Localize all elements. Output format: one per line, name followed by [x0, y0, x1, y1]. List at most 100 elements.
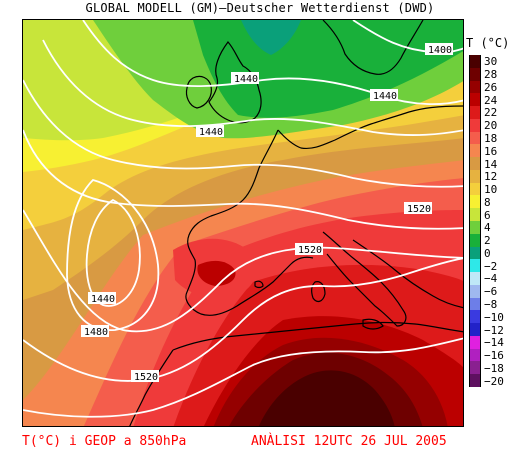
coastline-balearic	[254, 280, 264, 289]
shade-band-0	[241, 20, 301, 55]
color-scale-segment	[470, 297, 480, 311]
color-scale-segment	[470, 272, 480, 286]
color-scale-bar	[469, 55, 481, 388]
color-scale-label: −10	[484, 310, 504, 324]
color-scale-segment	[470, 374, 480, 388]
contour-label: 1440	[234, 74, 258, 85]
color-scale-segment	[470, 208, 480, 222]
color-scale-label: 6	[484, 208, 491, 222]
color-scale-segment	[470, 284, 480, 299]
color-scale-label: 4	[484, 221, 491, 235]
color-scale-segment	[470, 259, 480, 273]
color-scale-segment	[470, 361, 480, 375]
color-scale-label: 24	[484, 93, 498, 107]
contour-label: 1520	[298, 245, 322, 256]
coastline-africa-west	[129, 349, 174, 426]
color-scale-segment	[470, 169, 480, 184]
color-scale-segment	[470, 335, 480, 350]
color-scale-segment	[470, 233, 480, 248]
color-scale-label: 26	[484, 80, 498, 94]
color-scale-segment	[470, 348, 480, 362]
color-scale-segment	[470, 310, 480, 324]
coastline-sicily	[362, 318, 384, 330]
footer-analysis-label: ANÀLISI 12UTC 26 JUL 2005	[251, 434, 447, 449]
color-scale-label: 22	[484, 106, 498, 120]
color-scale-segment	[470, 118, 480, 133]
contour-label-box	[425, 43, 453, 55]
contour-label: 1440	[199, 127, 223, 138]
coastline-sardinia	[311, 281, 326, 303]
color-scale-segment	[470, 157, 480, 171]
contour-line-1440-north	[42, 39, 463, 136]
coastline-ireland	[185, 75, 212, 109]
color-scale-label: −2	[484, 259, 498, 273]
contour-label: 1400	[428, 45, 452, 56]
contour-line-1460-low	[66, 178, 160, 331]
color-scale-label: −14	[484, 336, 504, 350]
map-canvas: 1400 1440 1440 1440 1440 1480 1520 1520 …	[23, 20, 463, 426]
color-scale-label: −6	[484, 285, 498, 299]
color-scale-label: −16	[484, 349, 504, 363]
color-scale-label: 8	[484, 195, 491, 209]
contour-label: 1520	[134, 372, 158, 383]
coastline-italy	[322, 231, 407, 327]
color-scale-label: 10	[484, 183, 498, 197]
contour-label-box	[88, 292, 116, 304]
contour-label: 1480	[84, 327, 108, 338]
shade-patch-iberia-core	[197, 260, 236, 286]
contour-label: 1520	[407, 204, 431, 215]
color-scale-segment	[470, 195, 480, 209]
contour-label-box	[370, 89, 398, 101]
contour-label-box	[131, 370, 159, 382]
color-scale-label: 0	[484, 246, 491, 260]
chart-title: GLOBAL MODELL (GM)—Deutscher Wetterdiens…	[85, 1, 435, 15]
contour-label-box	[81, 325, 109, 337]
temperature-geopotential-map: 1400 1440 1440 1440 1440 1480 1520 1520 …	[22, 19, 464, 427]
color-scale-segment	[470, 221, 480, 235]
contour-line-1420	[82, 20, 463, 105]
shade-band-30	[258, 370, 395, 426]
color-scale-label: −18	[484, 361, 504, 375]
color-scale-label: 20	[484, 119, 498, 133]
contour-line-1540	[23, 337, 463, 418]
contour-label: 1440	[373, 91, 397, 102]
contour-line-1480-low	[23, 209, 463, 333]
color-scale-segment	[470, 246, 480, 260]
contour-line-1460	[23, 79, 463, 188]
color-scale-label: −8	[484, 298, 498, 311]
color-scale-label: 28	[484, 68, 498, 82]
contour-line-1520	[23, 257, 463, 382]
color-scale-segment	[470, 55, 480, 69]
coastline-continent	[277, 105, 463, 150]
footer-variable-label: T(°C) i GEOP a 850hPa	[22, 434, 187, 449]
coastline-adriatic-balkans	[352, 239, 463, 309]
coastline-great-britain	[208, 41, 262, 124]
color-scale-label: 14	[484, 157, 498, 171]
color-scale-segment	[470, 106, 480, 120]
legend-title: T (°C)	[466, 36, 510, 50]
contour-line-1440-low	[85, 198, 141, 307]
color-scale-segment	[470, 67, 480, 82]
color-scale-segment	[470, 144, 480, 158]
color-scale-segment	[470, 182, 480, 196]
contour-label-box	[196, 125, 224, 137]
contour-label-group: 1400 1440 1440 1440 1440 1480 1520 1520 …	[81, 43, 453, 383]
color-scale-label: −12	[484, 323, 504, 337]
color-scale-label: 2	[484, 234, 491, 248]
contour-line-1480-north	[23, 129, 463, 230]
color-scale-segment	[470, 323, 480, 337]
geopotential-contours	[23, 20, 463, 418]
contour-label: 1440	[91, 294, 115, 305]
contour-label-box	[295, 243, 323, 255]
color-scale-label: −4	[484, 272, 498, 286]
color-scale-label: 16	[484, 144, 498, 158]
color-scale-label: 18	[484, 132, 498, 145]
temperature-shading	[23, 20, 463, 426]
coastline-france-iberia	[185, 129, 314, 316]
color-scale-segment	[470, 93, 480, 107]
contour-label-box	[404, 202, 432, 214]
color-scale-label: 30	[484, 55, 498, 69]
color-scale-label: 12	[484, 170, 498, 184]
color-scale-segment	[470, 131, 480, 145]
color-scale-label: −20	[484, 374, 504, 388]
